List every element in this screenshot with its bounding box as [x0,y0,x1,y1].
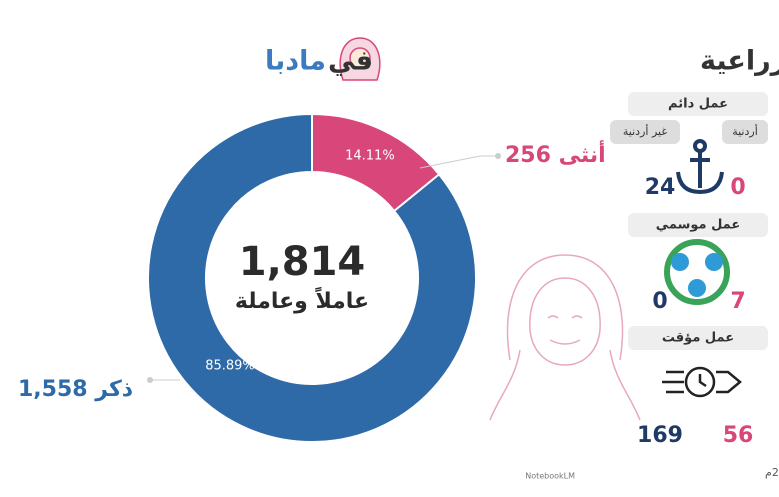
leader-dot [147,377,153,383]
category-label: 256 أنثى [505,139,606,168]
work-type-title: عمل موسمي [656,218,741,233]
woman-icon [339,37,381,81]
non-jordanian-count: 24 [645,175,676,200]
category-name: ذكر [94,377,133,402]
value-label: 1,558 [18,377,88,402]
brand: NotebookLM [525,472,575,481]
title-place: مادبا [265,46,326,77]
value-label: 256 [505,143,551,168]
chart-title: إجمالي العمالة الزراعية [700,46,779,77]
title-connector: في [328,46,373,77]
timer-icon [662,366,742,398]
jordanian-count: 0 [730,175,745,200]
center-value: 1,814 [239,239,366,285]
panel-header-bg [628,213,768,237]
badge-jordanian: أردنية [732,124,758,138]
leader-line [419,155,498,169]
badge-bg [610,120,680,144]
panel-header-bg [628,326,768,350]
center-caption: عاملاً وعاملة [235,286,369,314]
non-jordanian-count: 0 [652,289,667,314]
work-type-title: عمل دائم [668,97,728,112]
category-name: أنثى [559,139,606,168]
work-type-title: عمل مؤقت [662,331,734,346]
anchor-icon [676,139,724,195]
share-label: 14.11% [345,149,395,164]
seasons-icon [664,239,730,305]
badge-non-jordanian: غير أردنية [623,124,667,138]
jordanian-count: 56 [723,423,754,448]
donut-slice [147,112,477,443]
share-label: 85.89% [205,359,255,374]
badge-bg [722,120,768,144]
woman-illustration [489,254,641,421]
donut [147,112,477,443]
jordanian-count: 7 [730,289,745,314]
panel-header-bg [628,92,768,116]
category-label: 1,558 ذكر [18,377,133,402]
non-jordanian-count: 169 [637,423,683,448]
leader-dot [495,153,501,159]
source: المصدر: تحليل بيانات التقرير السنوي لوزا… [765,465,779,479]
